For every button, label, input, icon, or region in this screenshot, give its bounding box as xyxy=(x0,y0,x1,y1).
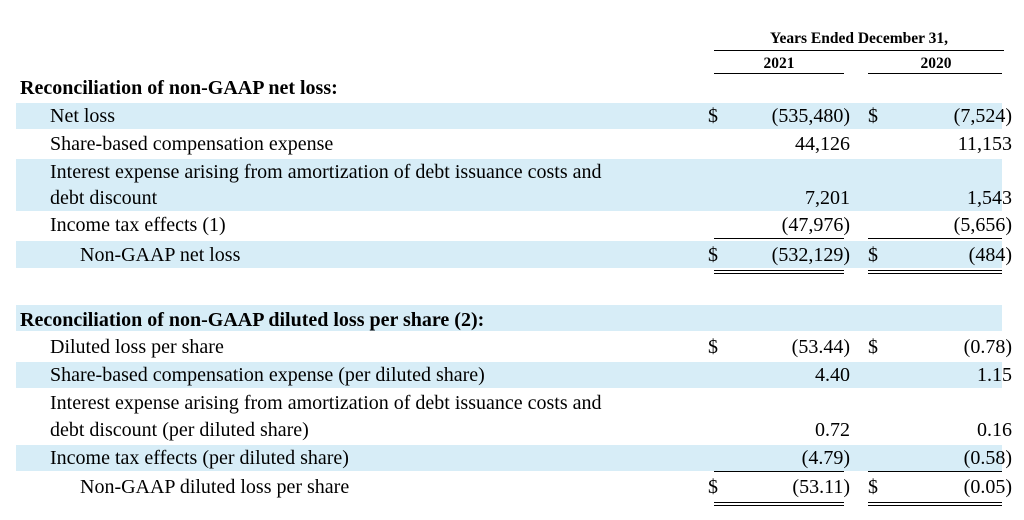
value-2021: (53.44) xyxy=(791,336,850,358)
row-label: Net loss xyxy=(50,105,115,127)
value-2020: 1,543 xyxy=(967,187,1012,209)
row-band xyxy=(16,362,1002,388)
value-2020: (7,524) xyxy=(953,105,1012,127)
value-2021: (53.11) xyxy=(792,476,850,498)
year-2021-header: 2021 xyxy=(763,55,795,72)
row-label: Income tax effects (1) xyxy=(50,214,226,236)
subtotal-rule xyxy=(868,238,1002,239)
total-double-rule xyxy=(714,502,844,503)
value-2021: (47,976) xyxy=(781,214,850,236)
currency-symbol: $ xyxy=(708,244,718,266)
year-2021-rule xyxy=(714,73,844,74)
value-2021: 44,126 xyxy=(795,133,850,155)
value-2021: 0.72 xyxy=(815,419,850,441)
period-header: Years Ended December 31, xyxy=(770,30,948,47)
row-band xyxy=(16,159,1002,211)
row-label-continued: debt discount xyxy=(50,187,158,209)
value-2020: 11,153 xyxy=(957,133,1012,155)
currency-symbol: $ xyxy=(868,336,878,358)
currency-symbol: $ xyxy=(708,336,718,358)
subtotal-rule xyxy=(714,238,844,239)
value-2020: (0.05) xyxy=(963,476,1012,498)
value-2021: 7,201 xyxy=(805,187,850,209)
row-band xyxy=(16,103,1002,129)
value-2021: (532,129) xyxy=(771,244,850,266)
table-row-total: Non-GAAP diluted loss per share $ (53.11… xyxy=(0,474,1024,500)
year-2020-header: 2020 xyxy=(920,55,952,72)
table-row: Interest expense arising from amortizati… xyxy=(0,390,1024,416)
currency-symbol: $ xyxy=(868,244,878,266)
value-2021: (535,480) xyxy=(771,105,850,127)
row-label: Diluted loss per share xyxy=(50,336,224,358)
total-double-rule xyxy=(868,502,1002,503)
table-row: Interest expense arising from amortizati… xyxy=(0,159,1024,185)
row-label: Income tax effects (per diluted share) xyxy=(50,447,349,469)
table-row-continued: debt discount (per diluted share) 0.72 0… xyxy=(0,417,1024,443)
row-band xyxy=(16,445,1002,471)
period-rule xyxy=(714,50,1004,51)
table-row: Share-based compensation expense 44,126 … xyxy=(0,131,1024,157)
row-band xyxy=(16,241,1002,268)
subtotal-rule xyxy=(714,471,844,472)
total-double-rule xyxy=(868,505,1002,506)
total-double-rule xyxy=(868,273,1002,274)
section-title-net-loss: Reconciliation of non-GAAP net loss: xyxy=(20,77,338,99)
table-row-continued: debt discount 7,201 1,543 xyxy=(0,185,1024,211)
value-2020: 1.15 xyxy=(977,364,1012,386)
table-row: Income tax effects (per diluted share) (… xyxy=(0,445,1024,471)
value-2020: (484) xyxy=(968,244,1012,266)
row-label: Non-GAAP net loss xyxy=(80,244,241,266)
table-row: Diluted loss per share $ (53.44) $ (0.78… xyxy=(0,334,1024,360)
currency-symbol: $ xyxy=(708,105,718,127)
currency-symbol: $ xyxy=(868,476,878,498)
total-double-rule xyxy=(868,270,1002,271)
section-title-diluted-loss: Reconciliation of non-GAAP diluted loss … xyxy=(20,309,485,331)
total-double-rule xyxy=(714,505,844,506)
value-2021: 4.40 xyxy=(815,364,850,386)
table-row: Share-based compensation expense (per di… xyxy=(0,362,1024,388)
currency-symbol: $ xyxy=(708,476,718,498)
year-2020-rule xyxy=(868,73,1002,74)
value-2020: 0.16 xyxy=(977,419,1012,441)
row-label: Non-GAAP diluted loss per share xyxy=(80,476,350,498)
table-row: Income tax effects (1) (47,976) (5,656) xyxy=(0,212,1024,238)
row-label-continued: debt discount (per diluted share) xyxy=(50,419,309,441)
total-double-rule xyxy=(714,270,844,271)
currency-symbol: $ xyxy=(868,105,878,127)
value-2021: (4.79) xyxy=(801,447,850,469)
value-2020: (0.78) xyxy=(963,336,1012,358)
total-double-rule xyxy=(714,273,844,274)
subtotal-rule xyxy=(868,471,1002,472)
row-label: Interest expense arising from amortizati… xyxy=(50,392,602,414)
row-band xyxy=(16,305,1002,331)
value-2020: (5,656) xyxy=(953,214,1012,236)
row-label: Interest expense arising from amortizati… xyxy=(50,161,602,183)
table-row: Net loss $ (535,480) $ (7,524) xyxy=(0,103,1024,129)
table-row-total: Non-GAAP net loss $ (532,129) $ (484) xyxy=(0,242,1024,268)
row-label: Share-based compensation expense xyxy=(50,133,334,155)
value-2020: (0.58) xyxy=(963,447,1012,469)
row-label: Share-based compensation expense (per di… xyxy=(50,364,485,386)
